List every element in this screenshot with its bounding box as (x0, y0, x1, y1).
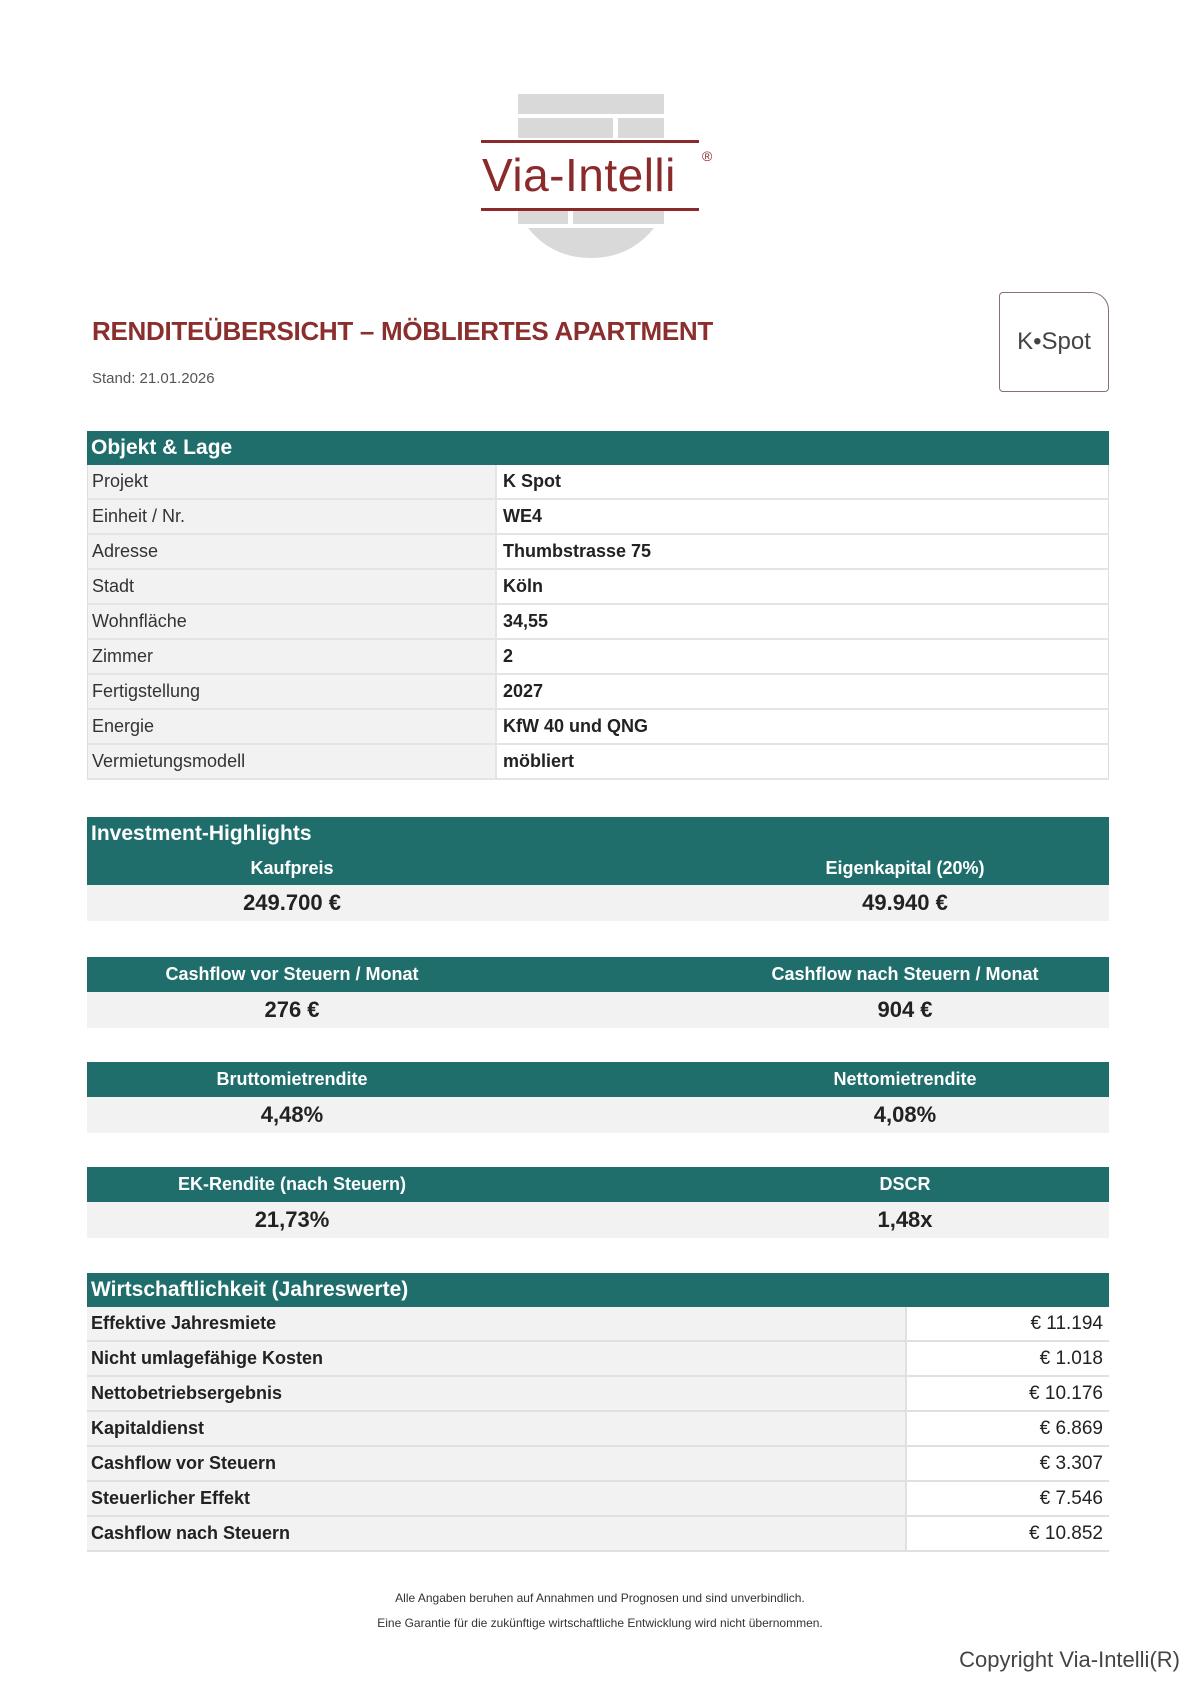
row-label: Cashflow vor Steuern (87, 1447, 905, 1480)
highlight-labels: EK-Rendite (nach Steuern) DSCR (87, 1167, 1109, 1202)
row-value: möbliert (495, 745, 1109, 778)
copyright: Copyright Via-Intelli(R) (959, 1647, 1180, 1672)
logo-emblem-icon (481, 94, 699, 258)
disclaimer-line-2: Eine Garantie für die zukünftige wirtsch… (377, 1616, 823, 1630)
row-label: Nicht umlagefähige Kosten (87, 1342, 905, 1375)
highlight-label: Cashflow vor Steuern / Monat (165, 964, 419, 984)
highlight-label: Bruttomietrendite (216, 1069, 368, 1089)
table-row: Vermietungsmodell möbliert (87, 745, 1109, 780)
row-label: Projekt (87, 465, 495, 498)
row-value: € 10.852 (905, 1517, 1109, 1550)
page-title: RENDITEÜBERSICHT – MÖBLIERTES APARTMENT (92, 316, 713, 346)
section-highlights-title: Investment-Highlights (91, 822, 312, 845)
row-label: Vermietungsmodell (87, 745, 495, 778)
highlight-value: 21,73% (254, 1207, 330, 1232)
highlight-value: 249.700 € (243, 890, 341, 915)
table-row: Cashflow nach Steuern € 10.852 (87, 1517, 1109, 1552)
registered-mark: ® (702, 148, 713, 164)
row-label: Effektive Jahresmiete (87, 1307, 905, 1340)
row-value: € 6.869 (905, 1412, 1109, 1445)
row-value: 2027 (495, 675, 1109, 708)
highlight-label: DSCR (879, 1174, 931, 1194)
row-value: Köln (495, 570, 1109, 603)
row-label: Einheit / Nr. (87, 500, 495, 533)
row-label: Fertigstellung (87, 675, 495, 708)
row-label: Steuerlicher Effekt (87, 1482, 905, 1515)
row-label: Kapitaldienst (87, 1412, 905, 1445)
section-objekt-title: Objekt & Lage (87, 431, 1109, 465)
table-row: Projekt K Spot (87, 465, 1109, 500)
row-label: Wohnfläche (87, 605, 495, 638)
table-row: Stadt Köln (87, 570, 1109, 605)
section-wirtschaft-title: Wirtschaftlichkeit (Jahreswerte) (87, 1273, 1109, 1307)
table-row: Fertigstellung 2027 (87, 675, 1109, 710)
row-value: WE4 (495, 500, 1109, 533)
table-row: Wohnfläche 34,55 (87, 605, 1109, 640)
highlight-label: Cashflow nach Steuern / Monat (771, 964, 1039, 984)
disclaimer-line-1: Alle Angaben beruhen auf Annahmen und Pr… (395, 1591, 805, 1605)
table-row: Effektive Jahresmiete € 11.194 (87, 1307, 1109, 1342)
highlight-labels: Cashflow vor Steuern / Monat Cashflow nac… (87, 957, 1109, 992)
highlight-labels: Bruttomietrendite Nettomietrendite (87, 1062, 1109, 1097)
highlight-label: Kaufpreis (250, 858, 334, 878)
highlight-value: 4,48% (260, 1102, 324, 1127)
table-row: Cashflow vor Steuern € 3.307 (87, 1447, 1109, 1482)
row-label: Energie (87, 710, 495, 743)
table-row: Nettobetriebsergebnis € 10.176 (87, 1377, 1109, 1412)
table-row: Kapitaldienst € 6.869 (87, 1412, 1109, 1447)
highlight-label: Eigenkapital (20%) (825, 858, 985, 878)
table-row: Steuerlicher Effekt € 7.546 (87, 1482, 1109, 1517)
row-value: K Spot (495, 465, 1109, 498)
row-value: € 3.307 (905, 1447, 1109, 1480)
row-value: € 7.546 (905, 1482, 1109, 1515)
k-spot-logo: K•Spot (999, 292, 1109, 392)
table-row: Einheit / Nr. WE4 (87, 500, 1109, 535)
table-row: Energie KfW 40 und QNG (87, 710, 1109, 745)
row-value: 34,55 (495, 605, 1109, 638)
row-value: 2 (495, 640, 1109, 673)
date-stand: Stand: 21.01.2026 (92, 370, 215, 387)
table-row: Zimmer 2 (87, 640, 1109, 675)
row-label: Zimmer (87, 640, 495, 673)
row-value: € 11.194 (905, 1307, 1109, 1340)
highlight-value: 49.940 € (862, 890, 948, 915)
table-row: Nicht umlagefähige Kosten € 1.018 (87, 1342, 1109, 1377)
table-row: Adresse Thumbstrasse 75 (87, 535, 1109, 570)
highlight-values: 4,48% 4,08% (87, 1097, 1109, 1133)
highlight-values: 249.700 € 49.940 € (87, 885, 1109, 921)
row-value: € 10.176 (905, 1377, 1109, 1410)
row-label: Adresse (87, 535, 495, 568)
row-label: Cashflow nach Steuern (87, 1517, 905, 1550)
highlight-value: 276 € (264, 997, 320, 1022)
via-intelli-logo: Via-Intelli ® (470, 90, 740, 260)
highlight-value: 904 € (877, 997, 933, 1022)
row-label: Stadt (87, 570, 495, 603)
highlight-value: 1,48x (877, 1207, 933, 1232)
highlight-labels: Kaufpreis Eigenkapital (20%) (87, 851, 1109, 885)
row-value: KfW 40 und QNG (495, 710, 1109, 743)
row-value: € 1.018 (905, 1342, 1109, 1375)
highlight-label: EK-Rendite (nach Steuern) (177, 1174, 407, 1194)
row-value: Thumbstrasse 75 (495, 535, 1109, 568)
highlight-values: 276 € 904 € (87, 992, 1109, 1028)
highlight-values: 21,73% 1,48x (87, 1202, 1109, 1238)
logo-text: Via-Intelli (482, 149, 676, 201)
highlight-label: Nettomietrendite (833, 1069, 977, 1089)
row-label: Nettobetriebsergebnis (87, 1377, 905, 1410)
highlight-value: 4,08% (873, 1102, 937, 1127)
